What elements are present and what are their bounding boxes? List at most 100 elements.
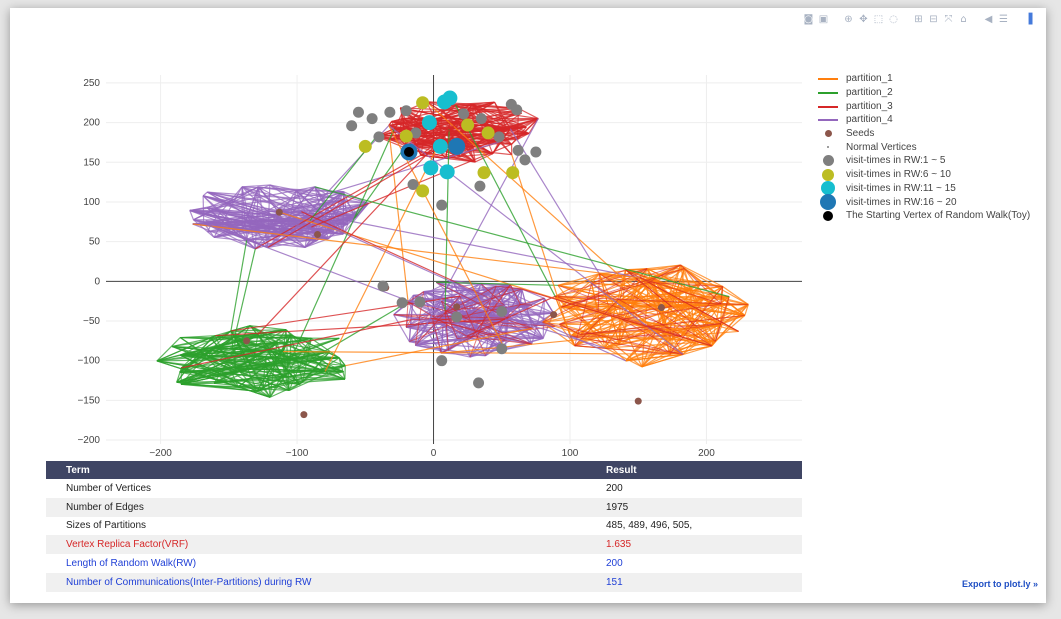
box-select-icon[interactable]: ⬚ — [873, 14, 884, 25]
visit-1-5-vertex[interactable] — [384, 106, 396, 118]
visit-1-5-vertex[interactable] — [493, 131, 505, 143]
visit-11-15-vertex[interactable] — [421, 115, 437, 131]
pan-icon[interactable]: ✥ — [859, 14, 868, 25]
edge — [555, 295, 721, 305]
inter-edge — [425, 101, 696, 345]
edge — [648, 281, 722, 327]
visit-1-5-vertex[interactable] — [530, 146, 542, 158]
visit-11-15-vertex[interactable] — [439, 164, 455, 180]
result-cell: 151 — [586, 572, 802, 592]
zoom-out-icon[interactable]: ⊟ — [929, 14, 938, 25]
visit-11-15-vertex[interactable] — [442, 90, 458, 106]
visit-1-5-vertex[interactable] — [436, 199, 448, 211]
visit-6-10-vertex[interactable] — [358, 139, 372, 153]
legend-item[interactable]: visit-times in RW:16 ~ 20 — [816, 194, 1030, 211]
edge — [304, 240, 317, 248]
term-cell: Number of Edges — [46, 497, 586, 517]
visit-1-5-vertex[interactable] — [512, 144, 524, 156]
legend-item[interactable]: visit-times in RW:1 ~ 5 — [816, 154, 1030, 168]
visit-6-10-vertex[interactable] — [506, 166, 520, 180]
zoom-icon[interactable]: ⊕ — [844, 14, 853, 25]
visit-1-5-vertex[interactable] — [410, 127, 422, 139]
home-icon[interactable]: ⌂ — [960, 14, 967, 25]
visit-1-5-vertex[interactable] — [396, 297, 408, 309]
visit-6-10-vertex[interactable] — [477, 166, 491, 180]
plotly-logo-icon[interactable]: ▐ — [1024, 14, 1033, 25]
legend-label: Seeds — [846, 128, 875, 140]
inter-edge — [509, 128, 600, 275]
legend-item[interactable]: visit-times in RW:6 ~ 10 — [816, 168, 1030, 182]
seed-vertex[interactable] — [314, 231, 322, 239]
visit-1-5-vertex[interactable] — [496, 343, 508, 355]
visit-1-5-vertex[interactable] — [352, 106, 364, 118]
visit-1-5-vertex[interactable] — [346, 120, 358, 132]
edge — [405, 300, 442, 328]
edge — [343, 191, 349, 225]
starting-vertex[interactable] — [403, 146, 414, 157]
visit-1-5-vertex[interactable] — [436, 355, 448, 367]
edge — [388, 119, 428, 127]
seed-vertex[interactable] — [300, 411, 308, 419]
seed-vertex[interactable] — [657, 304, 665, 312]
visit-1-5-vertex[interactable] — [458, 108, 470, 120]
vertex-markers[interactable] — [243, 90, 665, 419]
spike-lines-icon[interactable]: ◀ — [984, 14, 993, 25]
seed-vertex[interactable] — [275, 208, 283, 216]
camera-icon[interactable]: ◙ — [803, 14, 814, 25]
save-icon[interactable]: ▣ — [818, 14, 829, 25]
legend-item[interactable]: partition_1 — [816, 72, 1030, 86]
visit-1-5-vertex[interactable] — [496, 305, 508, 317]
zoom-in-icon[interactable]: ⊞ — [914, 14, 923, 25]
seed-vertex[interactable] — [634, 397, 642, 405]
edge — [457, 325, 556, 340]
autoscale-icon[interactable]: ⤧ — [944, 14, 953, 25]
visit-6-10-vertex[interactable] — [416, 96, 430, 110]
edge — [246, 238, 317, 242]
edge — [269, 184, 356, 219]
visit-1-5-vertex[interactable] — [475, 113, 487, 125]
edge — [254, 186, 260, 249]
visit-16-20-vertex[interactable] — [448, 137, 466, 155]
visit-1-5-vertex[interactable] — [451, 311, 463, 323]
seed-vertex[interactable] — [550, 311, 558, 319]
visit-1-5-vertex[interactable] — [400, 105, 412, 117]
legend-item[interactable]: partition_4 — [816, 113, 1030, 127]
visit-1-5-vertex[interactable] — [373, 131, 385, 143]
visit-1-5-vertex[interactable] — [407, 179, 419, 191]
legend-item[interactable]: partition_2 — [816, 86, 1030, 100]
visit-1-5-vertex[interactable] — [474, 180, 486, 192]
legend-item[interactable]: Normal Vertices — [816, 140, 1030, 154]
seed-vertex[interactable] — [243, 337, 251, 345]
visit-11-15-vertex[interactable] — [432, 138, 448, 154]
legend-item[interactable]: Seeds — [816, 127, 1030, 141]
hover-compare-icon[interactable]: ☰ — [999, 14, 1008, 25]
result-cell: 200 — [606, 482, 623, 494]
visit-11-15-vertex[interactable] — [423, 160, 439, 176]
legend-item[interactable]: visit-times in RW:11 ~ 15 — [816, 181, 1030, 196]
seed-vertex[interactable] — [453, 303, 461, 311]
edge — [561, 268, 685, 308]
visit-1-5-vertex[interactable] — [414, 296, 426, 308]
legend-item[interactable]: partition_3 — [816, 99, 1030, 113]
visit-1-5-vertex[interactable] — [473, 377, 485, 389]
legend-item[interactable]: The Starting Vertex of Random Walk(Toy) — [816, 209, 1030, 223]
export-to-plotly-link[interactable]: Export to plot.ly » — [961, 579, 1038, 589]
visit-6-10-vertex[interactable] — [481, 126, 495, 140]
visit-6-10-vertex[interactable] — [416, 184, 430, 198]
edge — [176, 367, 182, 383]
visit-1-5-vertex[interactable] — [366, 113, 378, 125]
edge — [744, 304, 749, 316]
inter-edge — [505, 318, 543, 324]
network-plot[interactable]: −200 −100 0 100 200 −200 −150 −100 −50 0 50 100 150 2… — [10, 8, 810, 458]
visit-6-10-vertex[interactable] — [399, 129, 413, 143]
visit-1-5-vertex[interactable] — [511, 104, 523, 116]
term-cell: Vertex Replica Factor(VRF) — [46, 535, 586, 555]
lasso-icon[interactable]: ◌ — [889, 14, 898, 25]
edge — [496, 285, 522, 290]
visit-1-5-vertex[interactable] — [519, 154, 531, 166]
edge — [338, 357, 346, 367]
edge — [180, 341, 278, 356]
edge — [267, 219, 341, 249]
visit-6-10-vertex[interactable] — [461, 118, 475, 132]
visit-1-5-vertex[interactable] — [377, 280, 389, 292]
